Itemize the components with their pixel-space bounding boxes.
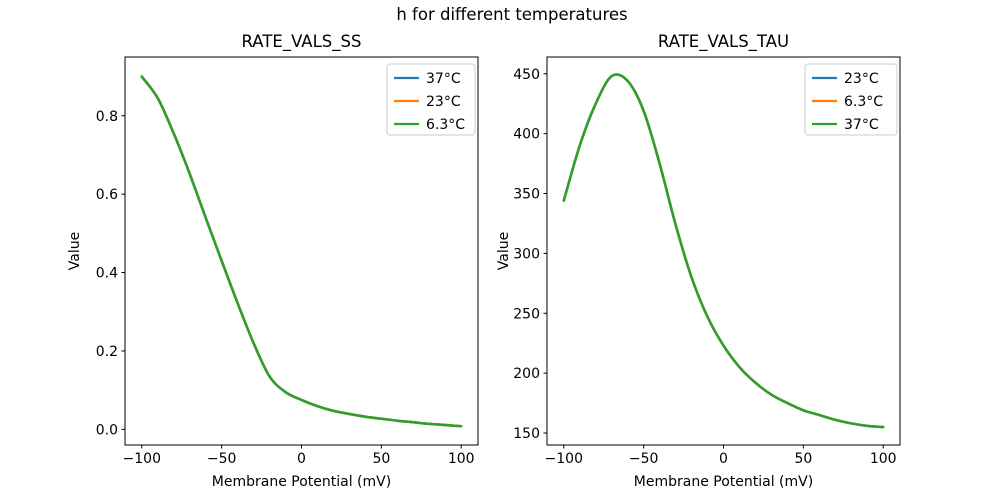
subplot-rate-vals-tau: −100 −50 0 50 100 150 200 250 300 350 400 450 RATE_V… <box>496 32 901 490</box>
y-axis-label: Value <box>67 232 83 270</box>
legend-entry: 6.3°C <box>812 94 883 110</box>
x-tick-label: −100 <box>123 451 161 467</box>
x-tick-label: 50 <box>794 451 812 467</box>
y-tick-label: 0.8 <box>96 109 118 125</box>
x-tick-label: 50 <box>372 451 390 467</box>
y-tick-label: 200 <box>513 366 540 382</box>
x-tick-label: −50 <box>629 451 659 467</box>
x-tick-label: 100 <box>870 451 897 467</box>
y-tick-label: 150 <box>513 426 540 442</box>
legend-entry: 6.3°C <box>394 117 465 133</box>
y-tick-label: 0.6 <box>96 187 118 203</box>
y-tick-label: 250 <box>513 306 540 322</box>
x-tick-label: 0 <box>719 451 728 467</box>
legend-label: 37°C <box>426 71 461 87</box>
legend-label: 37°C <box>844 117 879 133</box>
y-tick-label: 450 <box>513 67 540 83</box>
legend-label: 6.3°C <box>844 94 883 110</box>
figure-title: h for different temperatures <box>396 5 628 24</box>
legend-entry: 23°C <box>812 71 879 87</box>
subplot-title: RATE_VALS_SS <box>242 32 362 52</box>
y-tick-label: 0.4 <box>96 266 118 282</box>
legend-label: 23°C <box>426 94 461 110</box>
x-axis-label: Membrane Potential (mV) <box>212 474 391 490</box>
x-tick-label: −100 <box>545 451 583 467</box>
legend-entry: 37°C <box>812 117 879 133</box>
curve-6-3-c <box>140 75 463 428</box>
curve-37-c <box>562 73 885 429</box>
x-tick-label: 100 <box>448 451 475 467</box>
legend-box <box>804 63 898 136</box>
legend-entry: 23°C <box>394 94 461 110</box>
legend: 23°C 6.3°C 37°C <box>804 63 898 136</box>
y-tick-label: 300 <box>513 246 540 262</box>
legend-entry: 37°C <box>394 71 461 87</box>
subplot-rate-vals-ss: −100 −50 0 50 100 0.0 0.2 0.4 0.6 0.8 RATE_VALS_SS… <box>67 32 479 490</box>
legend-label: 6.3°C <box>426 117 465 133</box>
y-tick-label: 0.2 <box>96 344 118 360</box>
y-tick-label: 0.0 <box>96 422 118 438</box>
x-axis-label: Membrane Potential (mV) <box>634 474 813 490</box>
legend-label: 23°C <box>844 71 879 87</box>
y-axis-label: Value <box>496 232 512 270</box>
y-tick-label: 400 <box>513 127 540 143</box>
legend: 37°C 23°C 6.3°C <box>386 63 476 136</box>
x-tick-label: 0 <box>297 451 306 467</box>
legend-box <box>386 63 476 136</box>
x-tick-label: −50 <box>207 451 237 467</box>
subplot-title: RATE_VALS_TAU <box>658 32 789 52</box>
y-tick-label: 350 <box>513 187 540 203</box>
